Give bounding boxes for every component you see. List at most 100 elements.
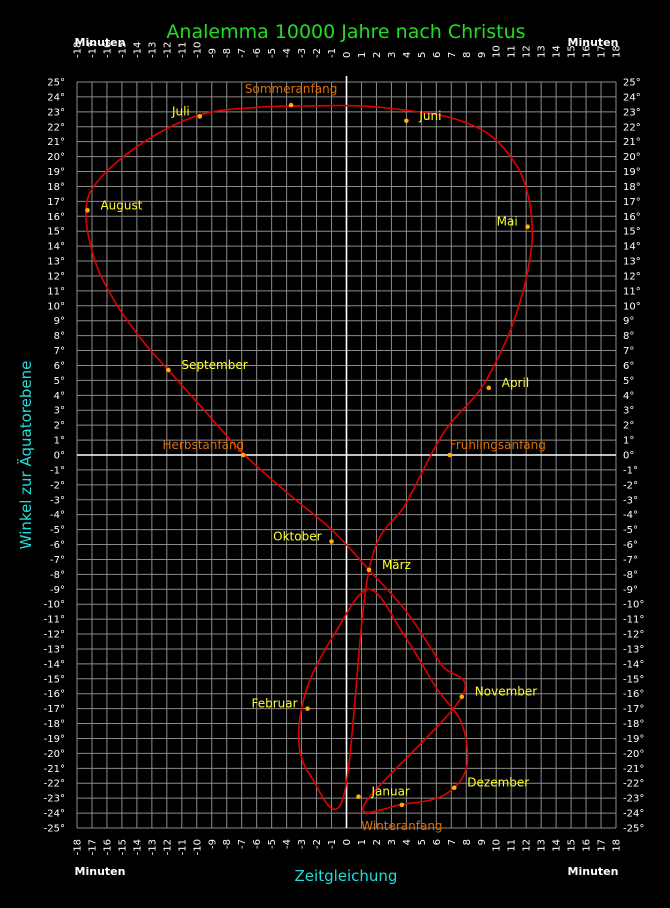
x-tick-label-bottom: 15 [567, 839, 578, 852]
x-tick-label-top: 15 [567, 45, 578, 58]
y-tick-label-left: 8° [54, 331, 65, 342]
y-tick-label-right: -16° [623, 689, 644, 700]
x-tick-label-top: -3 [297, 48, 308, 58]
x-tick-label-top: 3 [387, 52, 398, 58]
herbstanfang-marker [240, 452, 246, 458]
y-tick-label-right: 9° [623, 316, 634, 327]
y-tick-label-left: 16° [47, 212, 65, 223]
analemma-curve [85, 104, 534, 814]
y-tick-label-right: 21° [623, 137, 641, 148]
chart-title: Analemma 10000 Jahre nach Christus [166, 21, 525, 43]
y-tick-label-right: 17° [623, 197, 641, 208]
januar-marker [356, 794, 361, 799]
y-tick-label-left: 11° [47, 286, 65, 297]
x-tick-label-bottom: -3 [297, 839, 308, 849]
x-tick-label-top: 17 [597, 45, 608, 58]
y-tick-label-left: -24° [44, 809, 65, 820]
y-tick-label-left: 22° [47, 122, 65, 133]
y-tick-label-right: -22° [623, 779, 644, 790]
x-tick-label-top: 6 [432, 52, 443, 58]
y-tick-label-left: -10° [44, 600, 65, 611]
y-tick-label-left: 6° [54, 361, 65, 372]
x-tick-label-bottom: 6 [432, 839, 443, 845]
x-tick-label-top: 4 [402, 52, 413, 58]
april-marker [486, 385, 492, 391]
y-tick-label-right: 19° [623, 167, 641, 178]
y-tick-label-left: 1° [54, 436, 65, 447]
y-tick-label-left: -20° [44, 749, 65, 760]
x-tick-label-bottom: 17 [597, 839, 608, 852]
y-tick-label-right: 7° [623, 346, 634, 357]
x-tick-label-top: 14 [552, 45, 563, 58]
y-tick-label-left: -12° [44, 630, 65, 641]
x-tick-label-top: 16 [582, 45, 593, 58]
februar-label: Februar [251, 697, 297, 711]
y-tick-label-right: -3° [623, 495, 638, 506]
y-tick-label-left: -3° [50, 495, 65, 506]
y-tick-label-right: -23° [623, 794, 644, 805]
y-tick-label-right: -6° [623, 540, 638, 551]
y-tick-label-left: 13° [47, 257, 65, 268]
y-tick-label-right: 22° [623, 122, 641, 133]
y-tick-label-left: -13° [44, 644, 65, 655]
juli-label: Juli [171, 104, 190, 118]
y-tick-label-right: -7° [623, 555, 638, 566]
dezember-label: Dezember [467, 776, 529, 790]
x-tick-label-top: 9 [477, 52, 488, 58]
august-label: August [100, 198, 142, 212]
mai-label: Mai [497, 215, 518, 229]
herbstanfang-label: Herbstanfang [163, 438, 245, 452]
y-tick-label-left: -9° [50, 585, 65, 596]
y-tick-label-right: 6° [623, 361, 634, 372]
y-tick-label-left: 4° [54, 391, 65, 402]
y-tick-label-left: 5° [54, 376, 65, 387]
x-tick-label-bottom: -5 [267, 839, 278, 849]
x-tick-label-top: -1 [327, 48, 338, 58]
y-tick-label-left: -2° [50, 480, 65, 491]
y-tick-label-right: 18° [623, 182, 641, 193]
januar-label: Januar [370, 785, 409, 799]
x-tick-label-bottom: -2 [312, 839, 323, 849]
y-tick-label-right: 15° [623, 227, 641, 238]
y-tick-label-left: -14° [44, 659, 65, 670]
x-tick-label-top: -18 [73, 42, 84, 58]
y-tick-label-left: -17° [44, 704, 65, 715]
x-tick-label-top: -4 [282, 48, 293, 58]
november-label: November [475, 685, 537, 699]
y-tick-label-right: -19° [623, 734, 644, 745]
y-tick-label-right: -13° [623, 644, 644, 655]
oktober-marker [329, 539, 334, 544]
x-tick-label-bottom: 4 [402, 839, 413, 845]
y-tick-label-left: 25° [47, 78, 65, 89]
y-tick-label-right: 10° [623, 301, 641, 312]
y-tick-label-left: -8° [50, 570, 65, 581]
x-unit-label-top-right: Minuten [568, 36, 619, 49]
oktober-label: Oktober [273, 530, 321, 544]
x-tick-label-top: -17 [87, 42, 98, 58]
x-tick-label-bottom: -10 [192, 839, 203, 855]
y-tick-label-left: -23° [44, 794, 65, 805]
y-tick-label-right: 1° [623, 436, 634, 447]
x-tick-label-top: 11 [507, 45, 518, 58]
september-label: September [181, 358, 247, 372]
y-tick-label-right: -14° [623, 659, 644, 670]
x-tick-label-top: 12 [522, 45, 533, 58]
y-tick-label-left: -21° [44, 764, 65, 775]
y-tick-label-right: 8° [623, 331, 634, 342]
y-tick-label-right: 4° [623, 391, 634, 402]
y-tick-label-left: -4° [50, 510, 65, 521]
x-tick-label-top: -13 [147, 42, 158, 58]
x-tick-label-bottom: -11 [177, 839, 188, 855]
x-tick-label-bottom: -17 [87, 839, 98, 855]
y-tick-label-right: -8° [623, 570, 638, 581]
dezember-marker [452, 785, 457, 791]
y-tick-label-right: -1° [623, 465, 638, 476]
x-tick-label-top: -7 [237, 48, 248, 58]
x-tick-label-bottom: 9 [477, 839, 488, 845]
y-tick-label-right: -25° [623, 824, 644, 835]
x-tick-label-bottom: -16 [102, 839, 113, 855]
x-tick-label-top: 7 [447, 52, 458, 58]
x-tick-label-bottom: 13 [537, 839, 548, 852]
y-tick-label-left: 18° [47, 182, 65, 193]
x-tick-label-top: 13 [537, 45, 548, 58]
